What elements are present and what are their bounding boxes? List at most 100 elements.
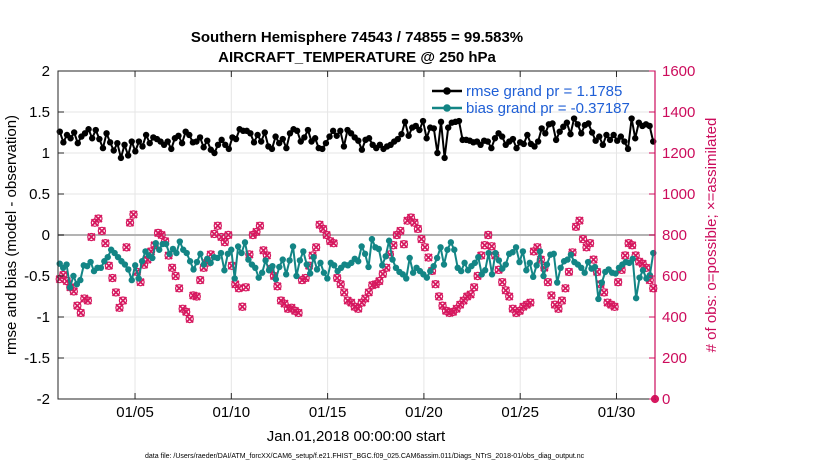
rmse-point: [578, 130, 585, 137]
obs-possible-marker: [585, 238, 595, 248]
bias-point: [193, 258, 201, 266]
rmse-point: [488, 144, 495, 152]
rmse-point: [301, 134, 308, 141]
obs-possible-marker: [487, 242, 496, 251]
bias-point: [444, 246, 451, 253]
bias-point: [186, 258, 194, 265]
bias-point: [403, 275, 410, 282]
bias-point: [258, 269, 266, 276]
obs-assimilated-marker: [319, 224, 328, 233]
bias-point: [529, 273, 537, 281]
bias-point: [207, 259, 214, 267]
rmse-point: [225, 145, 233, 153]
rmse-point: [621, 138, 628, 145]
obs-assimilated-marker: [417, 234, 426, 244]
bias-point: [324, 275, 331, 282]
y2-tick-label: 600: [662, 268, 687, 285]
bias-point: [289, 243, 297, 250]
obs-assimilated-marker: [241, 283, 251, 292]
y2-tick-label: 200: [662, 350, 687, 367]
obs-possible-marker: [73, 301, 82, 310]
obs-assimilated-marker: [273, 282, 282, 291]
obs-assimilated-marker: [466, 290, 475, 299]
obs-possible-marker: [108, 273, 117, 283]
bias-point: [162, 240, 170, 248]
rmse-point: [567, 130, 574, 138]
x-tick-label: 01/15: [309, 404, 347, 421]
obs-assimilated-marker: [487, 242, 496, 251]
obs-assimilated-marker: [571, 222, 581, 231]
rmse-point: [423, 135, 430, 142]
bias-point: [197, 250, 204, 258]
bias-point: [190, 266, 197, 273]
obs-possible-marker: [417, 234, 426, 244]
obs-possible-marker: [185, 314, 194, 324]
obs-possible-marker: [101, 238, 110, 248]
rmse-point: [196, 134, 204, 141]
obs-assimilated-marker: [118, 296, 128, 305]
bias-point: [379, 262, 386, 269]
rmse-point: [355, 137, 362, 144]
rmse-point: [585, 120, 592, 127]
obs-assimilated-marker: [171, 271, 180, 281]
rmse-point: [168, 145, 175, 153]
rmse-point: [437, 118, 445, 126]
obs-assimilated-marker: [501, 286, 510, 295]
chart-title-line1: Southern Hemisphere 74543 / 74855 = 99.5…: [191, 29, 523, 46]
obs-assimilated-marker: [329, 239, 338, 248]
bias-point: [238, 249, 245, 257]
rmse-point: [319, 145, 326, 153]
obs-assimilated-marker: [364, 288, 373, 297]
obs-possible-marker: [396, 226, 405, 236]
rmse-point: [588, 129, 596, 136]
bias-point: [492, 249, 499, 257]
obs-possible-marker: [273, 282, 282, 291]
rmse-point: [164, 138, 171, 145]
rmse-point: [211, 149, 218, 157]
bias-point: [516, 258, 523, 266]
rmse-point: [293, 127, 301, 135]
rmse-point: [67, 135, 74, 142]
bias-point: [584, 258, 592, 266]
legend-rmse-marker: [443, 87, 451, 95]
bias-point: [149, 254, 156, 262]
obs-possible-marker: [83, 296, 93, 305]
obs-possible-marker: [220, 237, 230, 247]
bias-point: [156, 246, 163, 253]
obs-assimilated-marker: [111, 288, 121, 297]
rmse-point: [88, 135, 96, 142]
obs-assimilated-marker: [101, 239, 110, 248]
y2-tick-label: 400: [662, 309, 687, 326]
obs-assimilated-marker: [526, 298, 535, 307]
rmse-point: [610, 131, 617, 139]
rmse-point: [624, 145, 632, 153]
bias-point: [313, 266, 321, 273]
obs-possible-marker: [174, 284, 184, 293]
bias-point: [509, 249, 516, 256]
obs-assimilated-marker: [505, 292, 514, 301]
bias-point: [365, 263, 372, 271]
y-tick-label: -1.5: [24, 350, 50, 367]
legend: rmse grand pr = 1.1785 bias grand pr = -…: [432, 83, 630, 117]
bias-point: [183, 249, 190, 257]
bias-point: [502, 261, 509, 268]
rmse-point: [549, 120, 556, 127]
bias-point: [646, 271, 654, 279]
bias-point: [457, 267, 465, 275]
rmse-point: [628, 115, 635, 122]
rmse-point: [538, 125, 545, 132]
y-tick-label: -2: [37, 391, 50, 408]
obs-possible-marker: [196, 275, 205, 285]
obs-assimilated-marker: [280, 299, 289, 308]
obs-possible-marker: [627, 241, 637, 250]
obs-assimilated-marker: [413, 224, 423, 233]
obs-assimilated-marker: [628, 241, 637, 250]
obs-assimilated-marker: [220, 238, 229, 247]
obs-possible-marker: [238, 302, 247, 311]
bias-point: [481, 267, 489, 274]
rmse-point: [279, 135, 286, 143]
rmse-point: [398, 130, 405, 138]
bias-point: [200, 261, 208, 268]
obs-possible-marker: [213, 221, 222, 230]
rmse-point: [103, 130, 110, 137]
